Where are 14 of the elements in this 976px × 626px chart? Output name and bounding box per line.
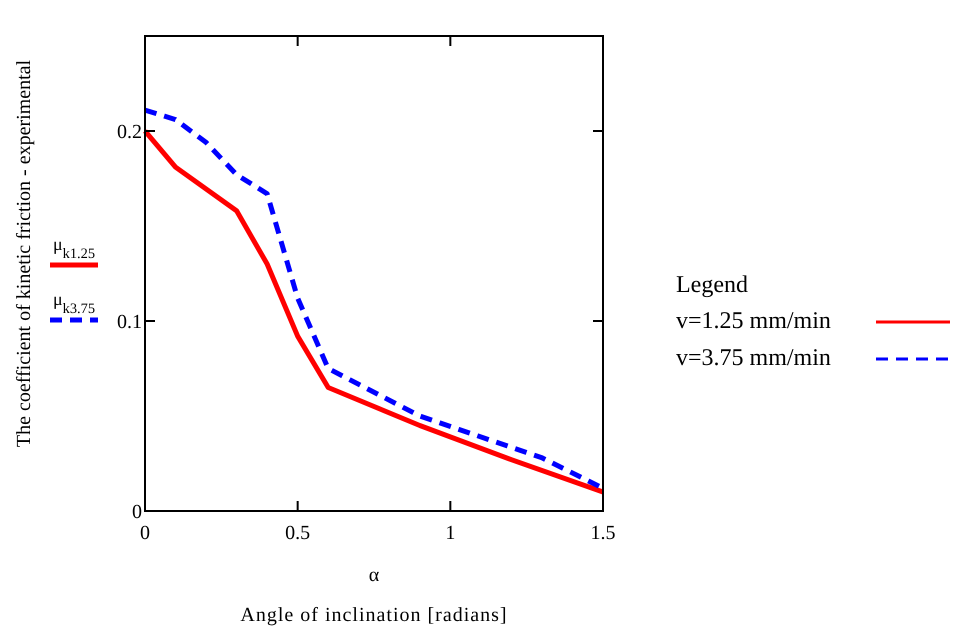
text: μ$_{k3.75}$ [53, 289, 96, 317]
y-axis-title: The coefficient of kinetic friction - experimental [13, 59, 35, 448]
text: μ$_{k1.25}$ [53, 234, 96, 262]
y-tick-label: 0 [132, 501, 142, 523]
legend-title: Legend [676, 272, 748, 298]
x-axis-title: α [368, 564, 380, 586]
text: Angle of inclination [radians] [240, 604, 508, 626]
legend-label: v=1.25 mm/min [676, 308, 831, 334]
x-tick-label: 1 [445, 522, 456, 544]
y-tick-label: 0.2 [117, 121, 142, 143]
y-tick-label: 0.1 [117, 311, 142, 333]
legend-label: v=3.75 mm/min [676, 345, 831, 371]
x-tick-label: 0.5 [285, 522, 310, 544]
x-tick-label: 1.5 [590, 522, 616, 544]
